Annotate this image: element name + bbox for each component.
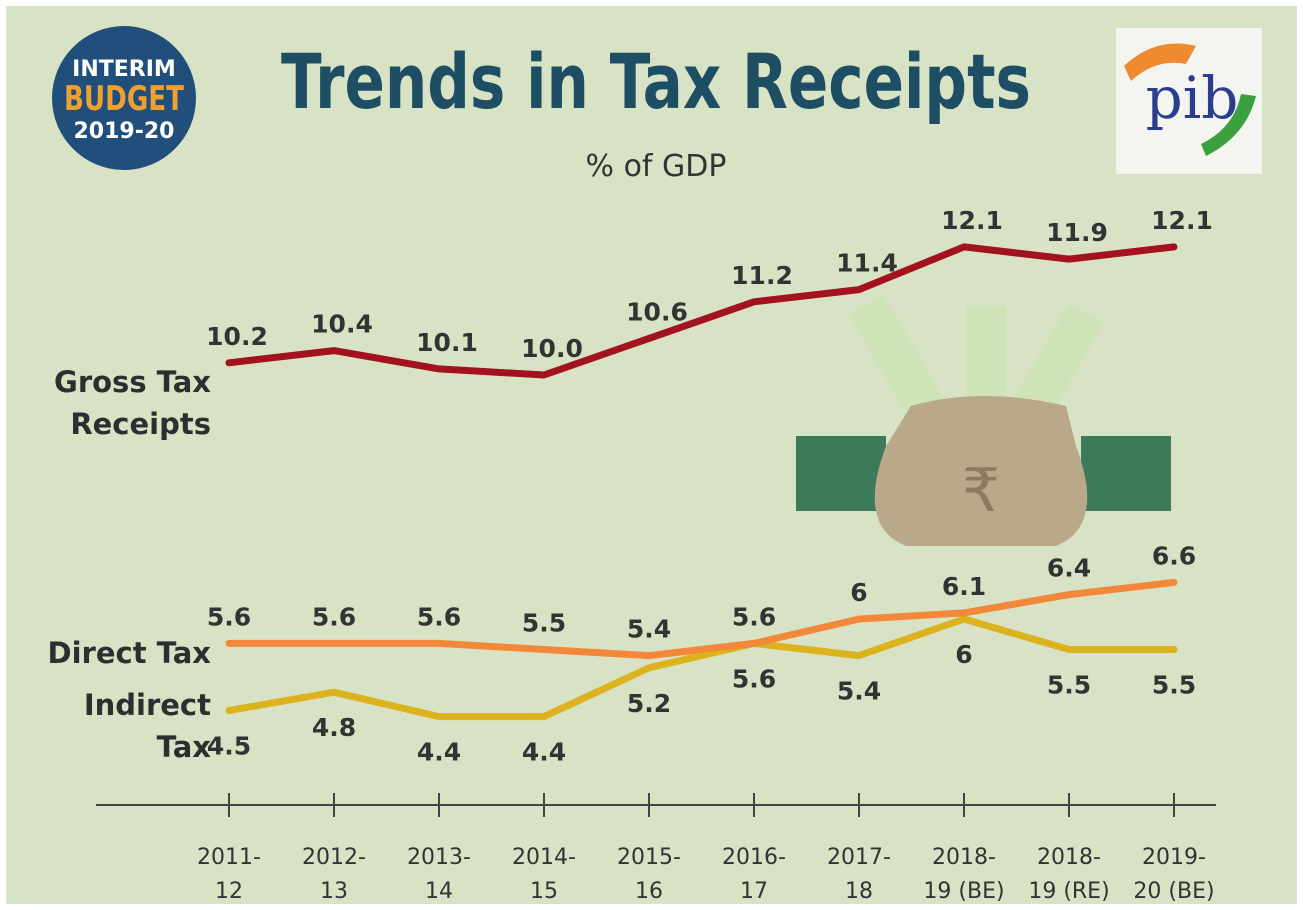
- data-label: 5.5: [522, 609, 566, 638]
- data-label: 11.2: [731, 261, 793, 290]
- x-tick-label: 2018-: [1037, 845, 1101, 870]
- series-line: [225, 243, 1178, 379]
- data-label: 5.6: [312, 602, 356, 631]
- badge-circle: [52, 26, 196, 170]
- data-label: 12.1: [1151, 206, 1213, 235]
- chart-subtitle: % of GDP: [586, 149, 727, 184]
- series-line: [225, 615, 1178, 721]
- badge-line: 2019-20: [74, 119, 175, 144]
- x-tick-label: 2015-: [617, 845, 681, 870]
- series-label: Gross Tax Receipts: [54, 365, 211, 441]
- data-label: 5.5: [1047, 671, 1091, 700]
- data-label: 6.6: [1152, 541, 1196, 570]
- data-label: 4.4: [417, 738, 461, 767]
- x-tick-label: 2011-: [197, 845, 261, 870]
- x-tick-label: 2019-: [1142, 845, 1206, 870]
- chart-title: Trends in Tax Receipts: [281, 37, 1031, 126]
- x-tick-label: 19 (BE): [923, 879, 1004, 904]
- data-label: 5.6: [417, 602, 461, 631]
- x-tick-label: 18: [845, 879, 873, 904]
- data-label: 11.9: [1046, 218, 1108, 247]
- data-label: 12.1: [941, 206, 1003, 235]
- data-label: 4.8: [312, 713, 356, 742]
- data-label: 11.4: [836, 249, 898, 278]
- infographic: INTERIM BUDGET 2019-20 Trends in Tax Rec…: [6, 6, 1297, 904]
- money-bag: [874, 396, 1088, 546]
- x-tick-label: 2017-: [827, 845, 891, 870]
- data-label: 10.4: [311, 310, 373, 339]
- badge-line: INTERIM: [72, 57, 176, 82]
- data-label: 10.6: [626, 297, 688, 326]
- logo-swoosh: [1201, 94, 1256, 156]
- data-label: 4.5: [207, 732, 251, 761]
- x-tick-label: 19 (RE): [1028, 879, 1109, 904]
- series-label: Direct Tax: [47, 636, 211, 670]
- series-label: Indirect Tax: [83, 688, 211, 764]
- data-label: 6: [955, 640, 972, 669]
- data-label: 5.4: [627, 615, 671, 644]
- x-tick-label: 14: [425, 879, 453, 904]
- data-label: 10.2: [206, 322, 268, 351]
- data-label: 5.6: [207, 602, 251, 631]
- data-label: 5.6: [732, 602, 776, 631]
- data-label: 10.0: [521, 334, 583, 363]
- data-label: 5.6: [732, 664, 776, 693]
- x-tick-label: 2013-: [407, 845, 471, 870]
- x-tick-label: 2012-: [302, 845, 366, 870]
- data-label: 6.1: [942, 572, 986, 601]
- x-tick-label: 15: [530, 879, 558, 904]
- x-tick-label: 20 (BE): [1133, 879, 1214, 904]
- logo-text: pib: [1146, 64, 1239, 132]
- x-tick-label: 13: [320, 879, 348, 904]
- x-tick-label: 2014-: [512, 845, 576, 870]
- x-tick-label: 16: [635, 879, 663, 904]
- cash-stack: [796, 436, 886, 511]
- chart: INTERIM BUDGET 2019-20 Trends in Tax Rec…: [52, 26, 1262, 904]
- badge-line: BUDGET: [64, 79, 185, 119]
- cash-stack: [1081, 436, 1171, 511]
- data-label: 5.4: [837, 677, 881, 706]
- money-illustration: ₹: [796, 294, 1171, 546]
- data-label: 6: [850, 578, 867, 607]
- banknote: [1008, 304, 1104, 428]
- x-tick-label: 2018-: [932, 845, 996, 870]
- banknote: [848, 294, 944, 418]
- x-tick-label: 2016-: [722, 845, 786, 870]
- x-tick-label: 12: [215, 879, 243, 904]
- data-label: 5.2: [627, 689, 671, 718]
- logo-swoosh: [1124, 43, 1196, 81]
- series-line: [225, 578, 1178, 660]
- x-tick-label: 17: [740, 879, 768, 904]
- data-label: 5.5: [1152, 671, 1196, 700]
- data-label: 10.1: [416, 328, 478, 357]
- rupee-symbol: ₹: [962, 456, 1000, 526]
- data-label: 6.4: [1047, 554, 1091, 583]
- data-label: 4.4: [522, 738, 566, 767]
